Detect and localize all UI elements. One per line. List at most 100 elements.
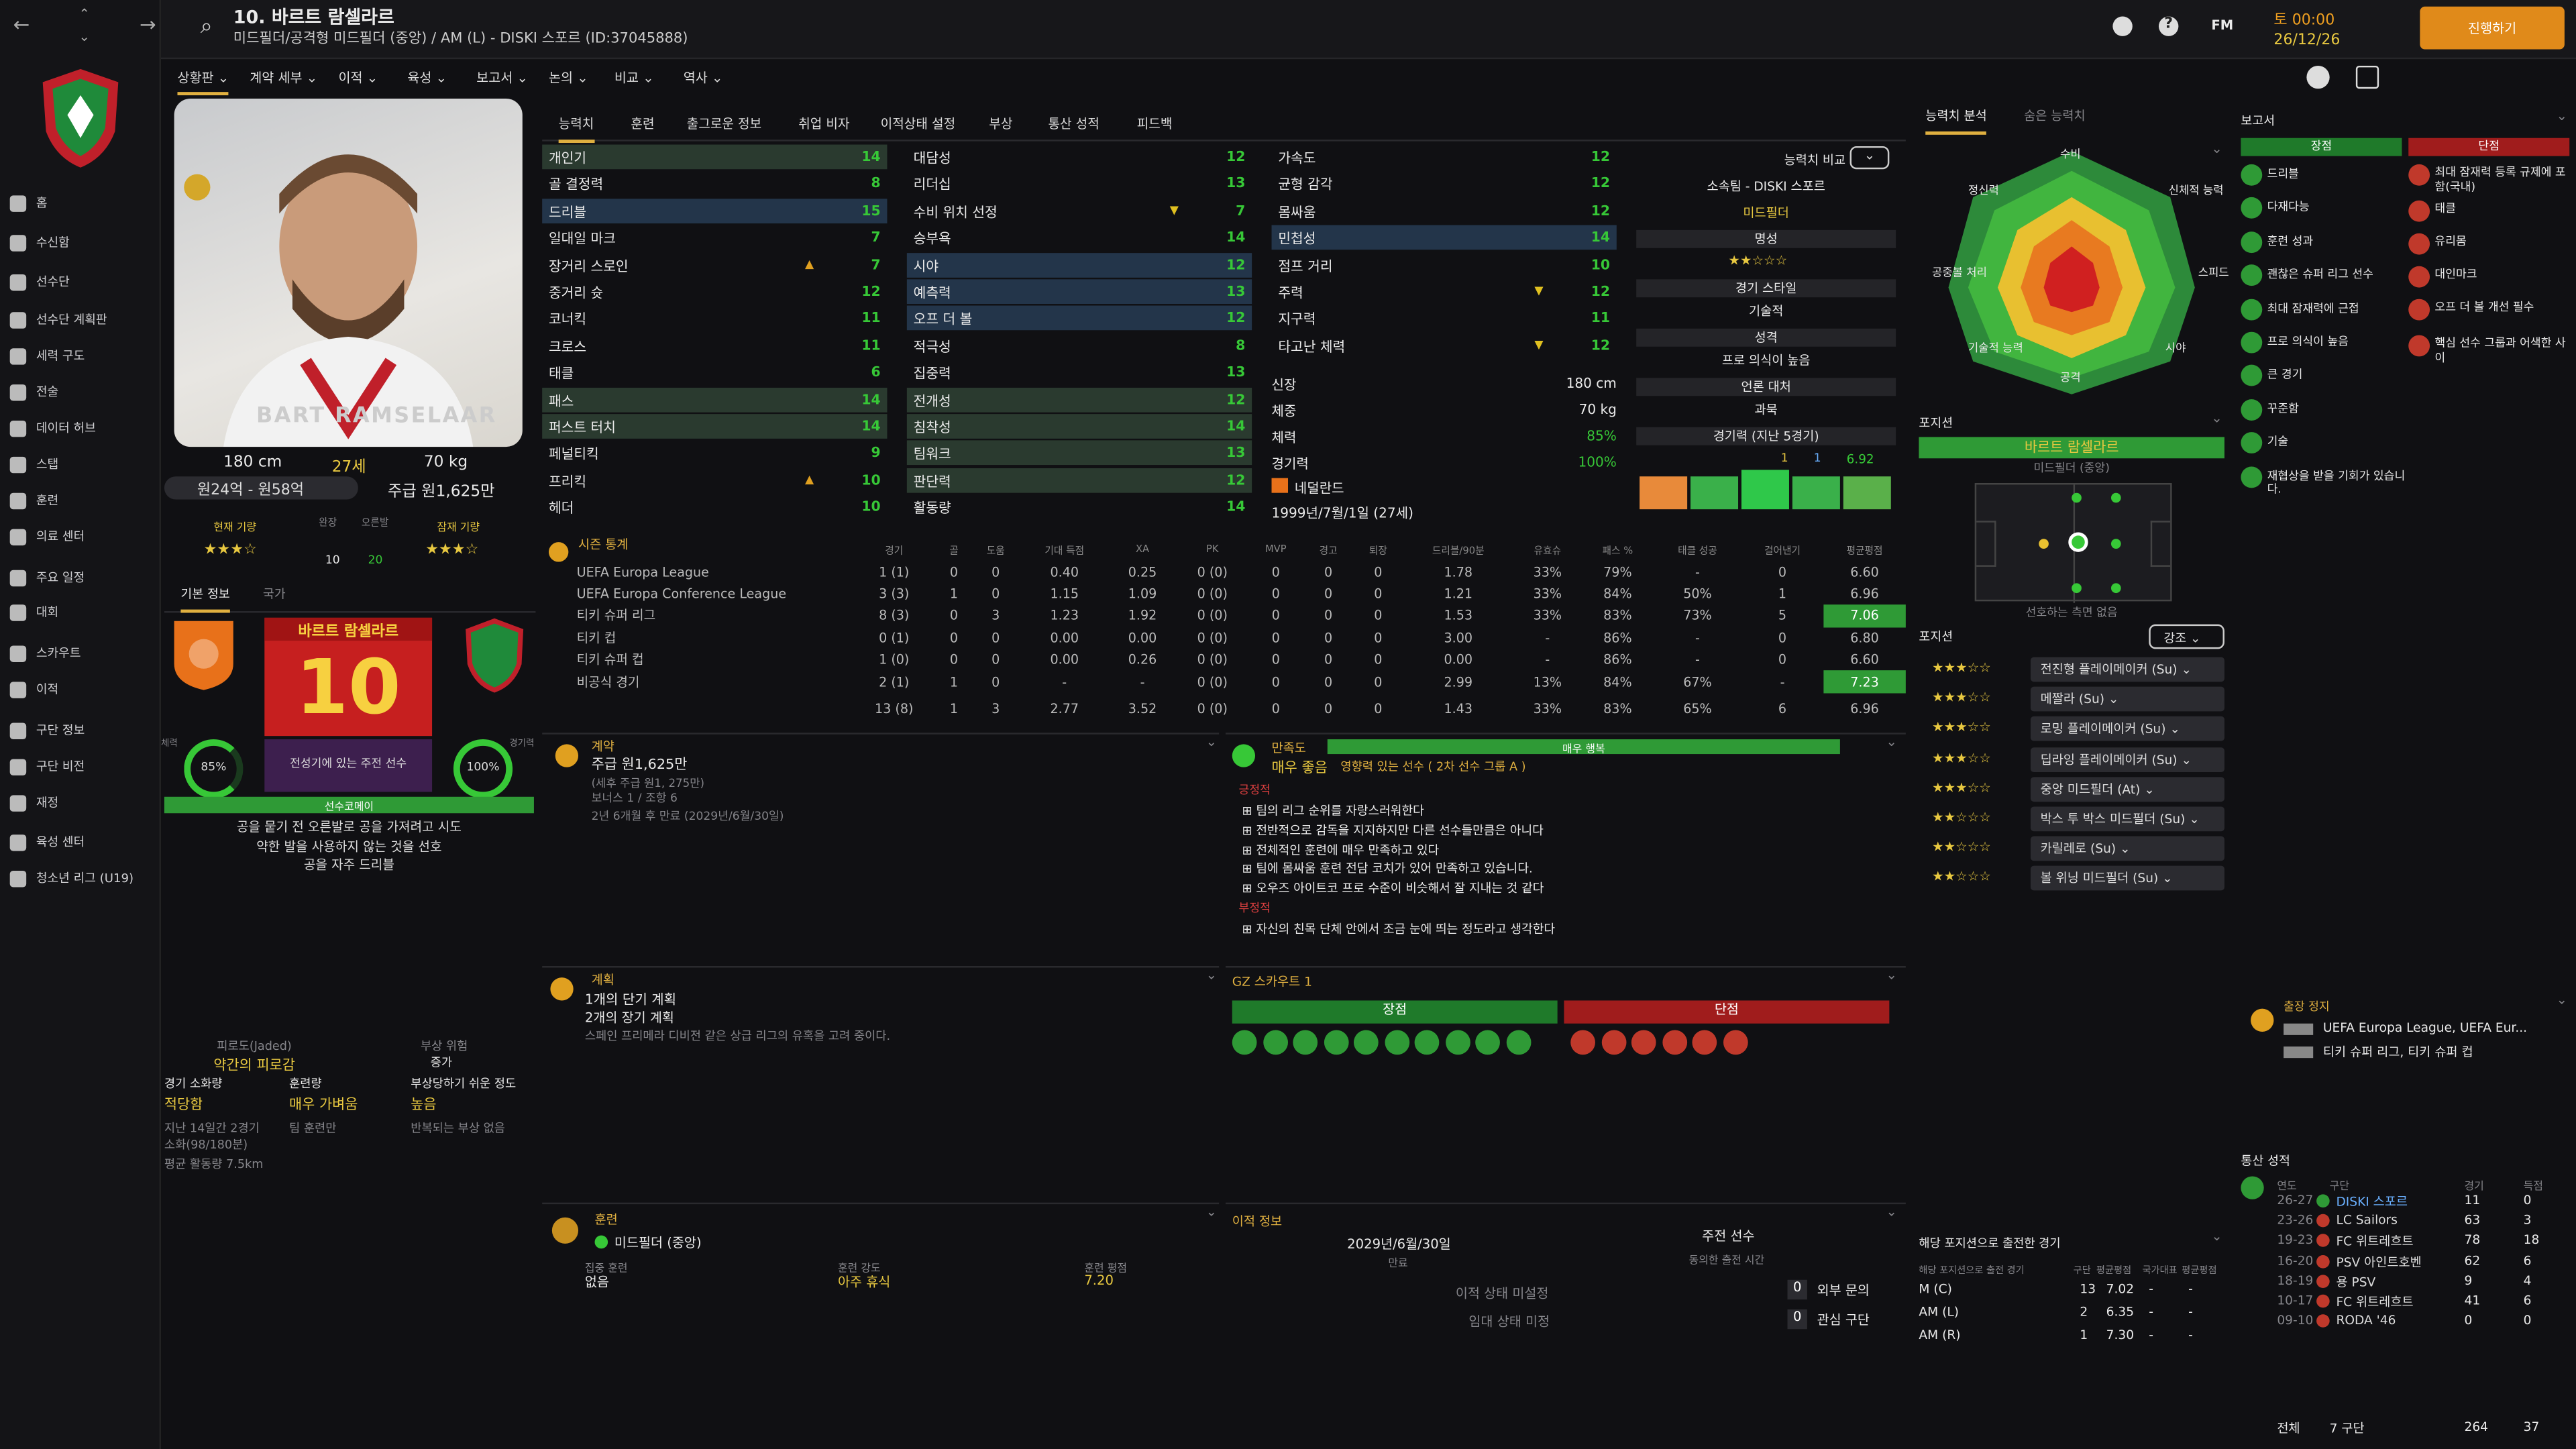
- nav-item-2[interactable]: 선수단: [9, 273, 70, 291]
- back-icon[interactable]: ←: [13, 13, 30, 36]
- fm-logo[interactable]: FM: [2211, 17, 2234, 33]
- nav-item-0[interactable]: 홈: [9, 194, 48, 212]
- nav-item-13[interactable]: 이적: [9, 680, 58, 698]
- nav-item-4[interactable]: 세력 구도: [9, 347, 85, 365]
- role-select[interactable]: 카릴레로 (Su) ⌄: [2030, 837, 2224, 861]
- expand-icon[interactable]: ⌄: [2556, 108, 2568, 123]
- chevron-up-icon[interactable]: ⌃: [78, 6, 90, 21]
- expand-icon[interactable]: ⌄: [1205, 1204, 1217, 1220]
- stats-cell: 1: [1778, 586, 1787, 602]
- tab-6[interactable]: 비교 ⌄: [614, 70, 654, 86]
- role-select[interactable]: 딥라잉 플레이메이커 (Su) ⌄: [2030, 747, 2224, 772]
- stats-cell: 0: [1271, 652, 1280, 667]
- stats-h-7: 경고: [1319, 545, 1338, 557]
- subtab-0[interactable]: 능력치: [558, 115, 594, 144]
- nav-item-14[interactable]: 구단 정보: [9, 721, 85, 739]
- tab-basic-info[interactable]: 기본 정보: [180, 585, 230, 613]
- tab-4[interactable]: 보고서 ⌄: [476, 70, 528, 86]
- form-assists: 1: [1813, 451, 1821, 466]
- stats-total-cell: 83%: [1603, 702, 1632, 717]
- radar-label-3: 시야: [2165, 341, 2186, 355]
- subtab-4[interactable]: 이적상태 설정: [880, 116, 956, 131]
- date-of-birth: 1999년/7월/1일 (27세): [1271, 504, 1413, 521]
- tab-7[interactable]: 역사 ⌄: [683, 70, 723, 86]
- nav-item-1[interactable]: 수신함: [9, 233, 70, 252]
- potential-ability-stars: ★★★☆: [425, 542, 479, 559]
- transfer-title[interactable]: 이적 정보: [1232, 1214, 1283, 1229]
- contract-title[interactable]: 계약: [591, 739, 614, 755]
- nav-item-16[interactable]: 재정: [9, 794, 58, 812]
- nav-item-5[interactable]: 전술: [9, 383, 58, 401]
- roles-title[interactable]: 포지션: [1919, 629, 1953, 645]
- stats-h-comp: [572, 539, 851, 561]
- continue-button[interactable]: 진행하기: [2420, 6, 2565, 50]
- subtab-7[interactable]: 피드백: [1136, 116, 1173, 131]
- nav-item-9[interactable]: 의료 센터: [9, 527, 85, 545]
- expand-icon[interactable]: ⌄: [1205, 734, 1217, 749]
- globe-icon[interactable]: [2112, 16, 2133, 36]
- scout-title[interactable]: GZ 스카우트 1: [1232, 974, 1313, 989]
- highlight-button[interactable]: 강조 ⌄: [2149, 624, 2224, 649]
- expand-icon[interactable]: ⌄: [1886, 734, 1897, 749]
- forward-icon[interactable]: →: [140, 13, 156, 36]
- role-stars: ★★★☆☆: [1932, 780, 1991, 795]
- happiness-title[interactable]: 만족도: [1271, 741, 1306, 756]
- media-label: 언론 대처: [1636, 378, 1896, 396]
- subtab-1[interactable]: 훈련: [631, 116, 655, 131]
- season-stats-title[interactable]: 시즌 통계: [578, 537, 629, 552]
- nav-item-6[interactable]: 데이터 허브: [9, 419, 96, 437]
- role-select[interactable]: 박스 투 박스 미드필더 (Su) ⌄: [2030, 806, 2224, 832]
- chevron-down-icon[interactable]: ⌄: [78, 30, 90, 45]
- subtab-6[interactable]: 통산 성적: [1048, 116, 1099, 131]
- nav-item-3[interactable]: 선수단 계획판: [9, 311, 107, 329]
- help-icon[interactable]: ?: [2158, 16, 2179, 36]
- mental-row-8: 집중력 13: [907, 360, 1252, 385]
- expand-icon[interactable]: ⌄: [2211, 411, 2222, 426]
- nav-item-7[interactable]: 스탭: [9, 455, 58, 473]
- tab-nation[interactable]: 국가: [262, 586, 286, 602]
- attributes-panel: 개인기 14 골 결정력 8 드리블 15 일대일 마크 7 장거리 스로인 7 중거리 슛 12 코너…: [542, 144, 1626, 526]
- tab-2[interactable]: 이적 ⌄: [338, 70, 378, 86]
- expand-icon[interactable]: ⌄: [1205, 967, 1217, 983]
- nav-item-11[interactable]: 대회: [9, 603, 58, 621]
- compare-dropdown[interactable]: ⌄: [1849, 146, 1890, 170]
- nav-item-8[interactable]: 훈련: [9, 491, 58, 509]
- plans-title[interactable]: 계획: [591, 972, 614, 987]
- tab-3[interactable]: 육성 ⌄: [407, 70, 447, 86]
- career-panel: 통산 성적 연도 구단 경기 득점 26-27 DISKI 스포르 11 0 23-26…: [2235, 1146, 2576, 1449]
- stats-cell: 33%: [1533, 586, 1562, 602]
- expand-icon[interactable]: ⌄: [2556, 992, 2568, 1008]
- nav-item-18[interactable]: 청소년 리그 (U19): [9, 869, 133, 888]
- value-range[interactable]: 원24억 - 원58억: [164, 476, 358, 500]
- layout-icon[interactable]: [2355, 65, 2379, 89]
- expand-icon[interactable]: ⌄: [2211, 141, 2222, 156]
- tab-1[interactable]: 계약 세부 ⌄: [250, 70, 318, 86]
- nav-item-10[interactable]: 주요 일정: [9, 568, 85, 586]
- training-title[interactable]: 훈련: [594, 1212, 618, 1228]
- role-select[interactable]: 볼 위닝 미드필더 (Su) ⌄: [2030, 866, 2224, 892]
- role-select[interactable]: 중앙 미드필더 (At) ⌄: [2030, 776, 2224, 802]
- play-style-value: 기술적: [1748, 304, 1784, 319]
- role-select[interactable]: 전진형 플레이메이커 (Su) ⌄: [2030, 657, 2224, 682]
- tab-0[interactable]: 상황판 ⌄: [177, 69, 229, 96]
- subtab-2[interactable]: 출그로운 정보: [686, 116, 762, 131]
- role-select[interactable]: 메짤라 (Su) ⌄: [2030, 687, 2224, 712]
- intensity-label: 훈련 강도: [837, 1261, 881, 1275]
- stats-total-cell: 65%: [1683, 702, 1712, 717]
- search-icon[interactable]: ⌕: [200, 15, 213, 40]
- subtab-5[interactable]: 부상: [989, 116, 1013, 131]
- expand-icon[interactable]: ⌄: [1886, 967, 1897, 983]
- notification-icon[interactable]: [2306, 65, 2330, 89]
- tab-5[interactable]: 논의 ⌄: [548, 70, 588, 86]
- role-select[interactable]: 로밍 플레이메이커 (Su) ⌄: [2030, 716, 2224, 742]
- tab-hidden-attributes[interactable]: 숨은 능력치: [2024, 108, 2086, 123]
- expand-icon[interactable]: ⌄: [2211, 1228, 2222, 1244]
- expand-icon[interactable]: ⌄: [1886, 1204, 1897, 1220]
- tab-attribute-analysis[interactable]: 능력치 분석: [1925, 107, 1987, 135]
- nav-item-15[interactable]: 구단 비전: [9, 757, 85, 775]
- suspension-title[interactable]: 출장 정지: [2284, 1000, 2330, 1014]
- nav-item-12[interactable]: 스카우트: [9, 644, 80, 662]
- subtab-3[interactable]: 취업 비자: [798, 116, 850, 131]
- nav-item-17[interactable]: 육성 센터: [9, 833, 85, 851]
- transfer-status: 이적 상태 미설정: [1455, 1286, 1549, 1301]
